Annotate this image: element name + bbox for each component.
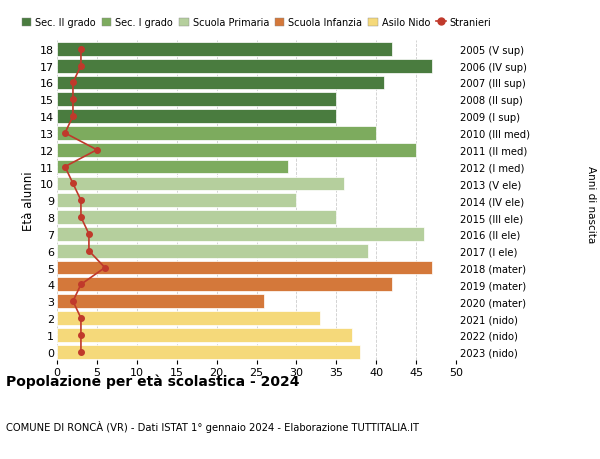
Bar	[57, 295, 265, 308]
Bar	[57, 194, 296, 207]
Bar	[57, 312, 320, 325]
Bar	[57, 328, 352, 342]
Bar	[57, 278, 392, 291]
Bar	[57, 60, 432, 73]
Bar	[57, 127, 376, 140]
Bar	[57, 177, 344, 191]
Bar	[57, 244, 368, 258]
Bar	[57, 93, 337, 107]
Bar	[57, 345, 360, 359]
Legend: Sec. II grado, Sec. I grado, Scuola Primaria, Scuola Infanzia, Asilo Nido, Stran: Sec. II grado, Sec. I grado, Scuola Prim…	[20, 16, 493, 30]
Bar	[57, 76, 384, 90]
Bar	[57, 211, 337, 224]
Bar	[57, 261, 432, 275]
Text: Anni di nascita: Anni di nascita	[586, 166, 596, 243]
Bar	[57, 144, 416, 157]
Text: Popolazione per età scolastica - 2024: Popolazione per età scolastica - 2024	[6, 374, 299, 389]
Text: COMUNE DI RONCÀ (VR) - Dati ISTAT 1° gennaio 2024 - Elaborazione TUTTITALIA.IT: COMUNE DI RONCÀ (VR) - Dati ISTAT 1° gen…	[6, 420, 419, 432]
Bar	[57, 110, 337, 124]
Bar	[57, 228, 424, 241]
Y-axis label: Età alunni: Età alunni	[22, 171, 35, 230]
Bar	[57, 43, 392, 56]
Bar	[57, 160, 289, 174]
